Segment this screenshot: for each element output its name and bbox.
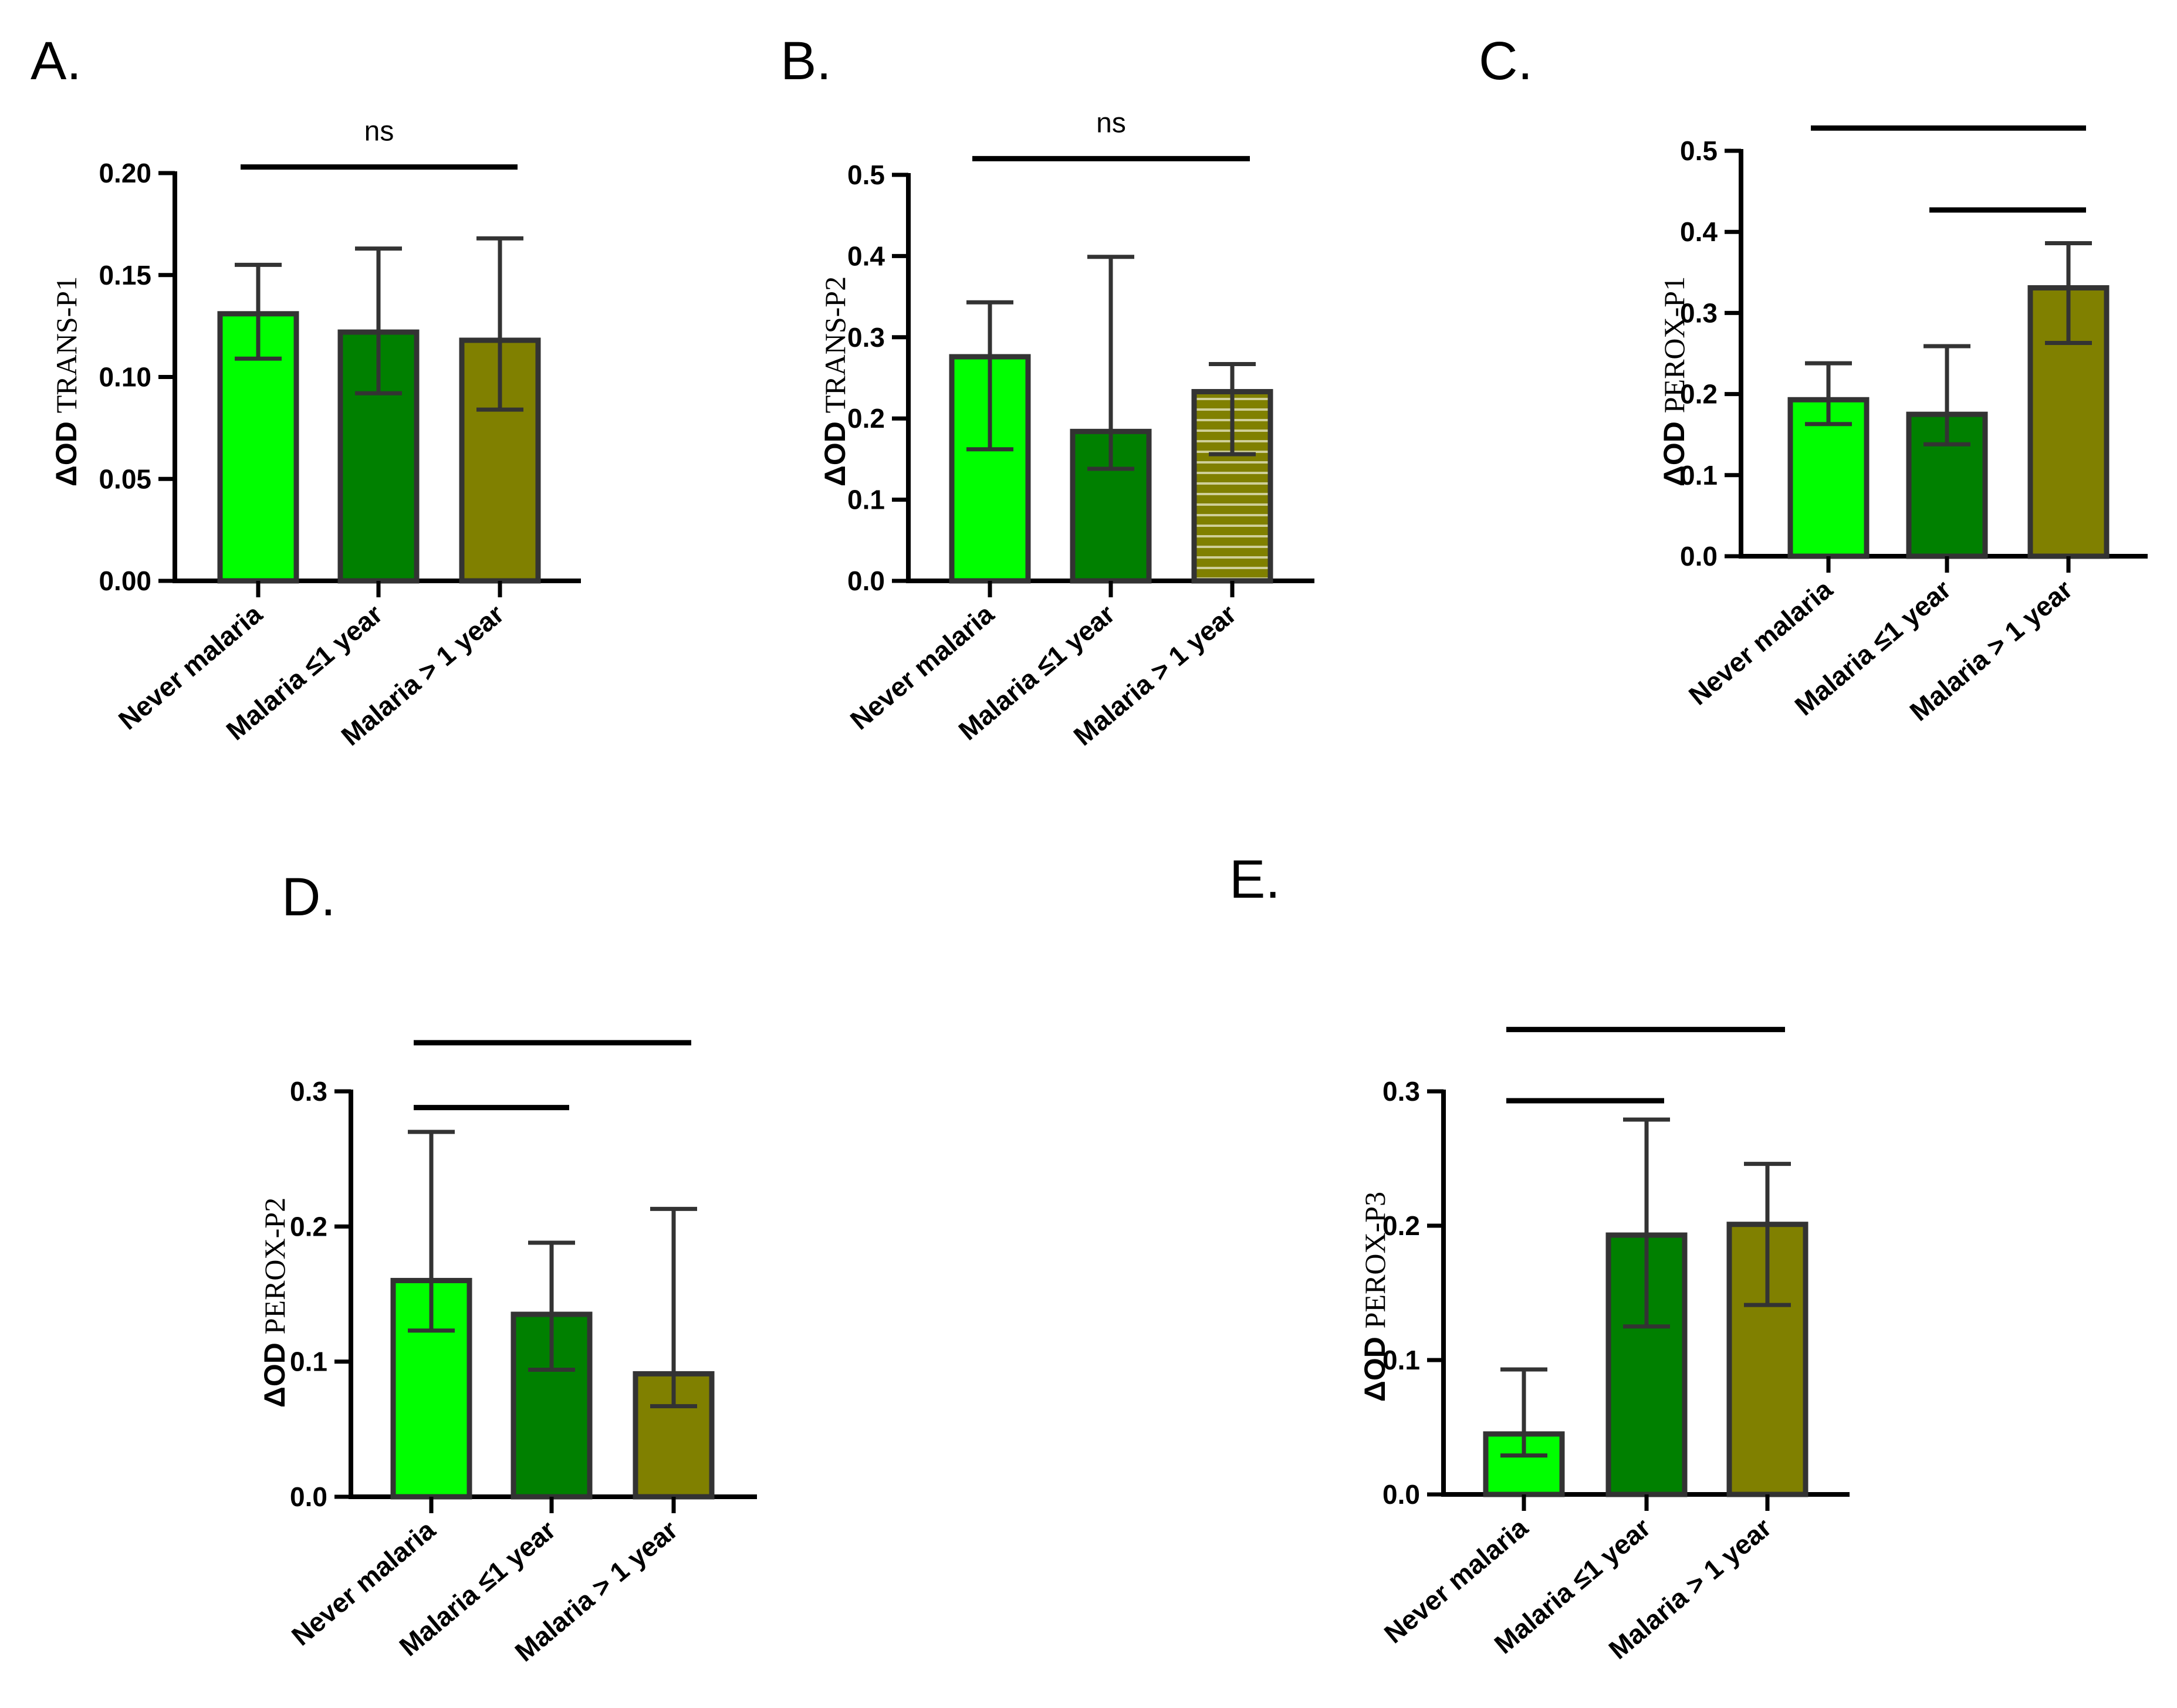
y-tick-label: 0.0 [1382, 1479, 1420, 1510]
y-axis-label: ΔOD TRANS-P1 [50, 276, 83, 486]
y-axis-label-sub: TRANS-P1 [50, 276, 83, 413]
y-axis-label-main: ΔOD [1658, 413, 1691, 486]
y-tick-label: 0.1 [290, 1347, 327, 1377]
y-tick-label: 0.2 [1382, 1210, 1420, 1241]
y-tick-label: 0.4 [847, 241, 885, 271]
y-axis-label-sub: TRANS-P2 [819, 276, 851, 413]
panel-label: A. [31, 31, 82, 91]
y-tick-label: 0.00 [99, 566, 151, 596]
y-axis-label: ΔOD TRANS-P2 [819, 276, 851, 486]
y-tick-label: 0.0 [1680, 541, 1718, 571]
y-axis-label: ΔOD PEROX-P1 [1658, 276, 1691, 486]
panel-label: D. [282, 867, 336, 927]
y-tick-label: 0.3 [290, 1076, 327, 1107]
y-axis-label-sub: PEROX-P1 [1658, 276, 1691, 413]
y-axis-label-main: ΔOD [258, 1334, 291, 1408]
y-tick-label: 0.3 [847, 322, 885, 353]
y-tick-label: 0.1 [1680, 460, 1718, 491]
y-tick-label: 0.3 [1680, 297, 1718, 328]
y-axis-label-main: ΔOD [50, 413, 83, 486]
panel-label: E. [1229, 850, 1280, 909]
y-tick-label: 0.05 [99, 464, 151, 494]
y-tick-label: 0.3 [1382, 1076, 1420, 1107]
y-axis-label-main: ΔOD [819, 413, 851, 486]
y-tick-label: 0.1 [1382, 1345, 1420, 1375]
y-tick-label: 0.10 [99, 362, 151, 393]
y-tick-label: 0.0 [290, 1482, 327, 1512]
y-tick-label: 0.5 [847, 160, 885, 190]
y-tick-label: 0.1 [847, 485, 885, 515]
y-tick-label: 0.2 [847, 403, 885, 434]
y-tick-label: 0.20 [99, 158, 151, 188]
y-tick-label: 0.2 [1680, 379, 1718, 410]
y-tick-label: 0.0 [847, 566, 885, 596]
significance-label: ns [364, 116, 394, 147]
y-axis-label-sub: PEROX-P3 [1358, 1192, 1391, 1328]
panel-label: C. [1479, 31, 1533, 91]
panel-label: B. [780, 31, 831, 91]
y-axis-label: ΔOD PEROX-P2 [258, 1198, 291, 1408]
y-tick-label: 0.15 [99, 260, 151, 290]
y-tick-label: 0.2 [290, 1211, 327, 1242]
y-axis-label-main: ΔOD [1358, 1328, 1391, 1402]
significance-label: ns [1096, 107, 1126, 138]
y-tick-label: 0.4 [1680, 217, 1718, 247]
y-tick-label: 0.5 [1680, 136, 1718, 166]
y-axis-label: ΔOD PEROX-P3 [1358, 1192, 1391, 1402]
y-axis-label-sub: PEROX-P2 [258, 1198, 291, 1334]
